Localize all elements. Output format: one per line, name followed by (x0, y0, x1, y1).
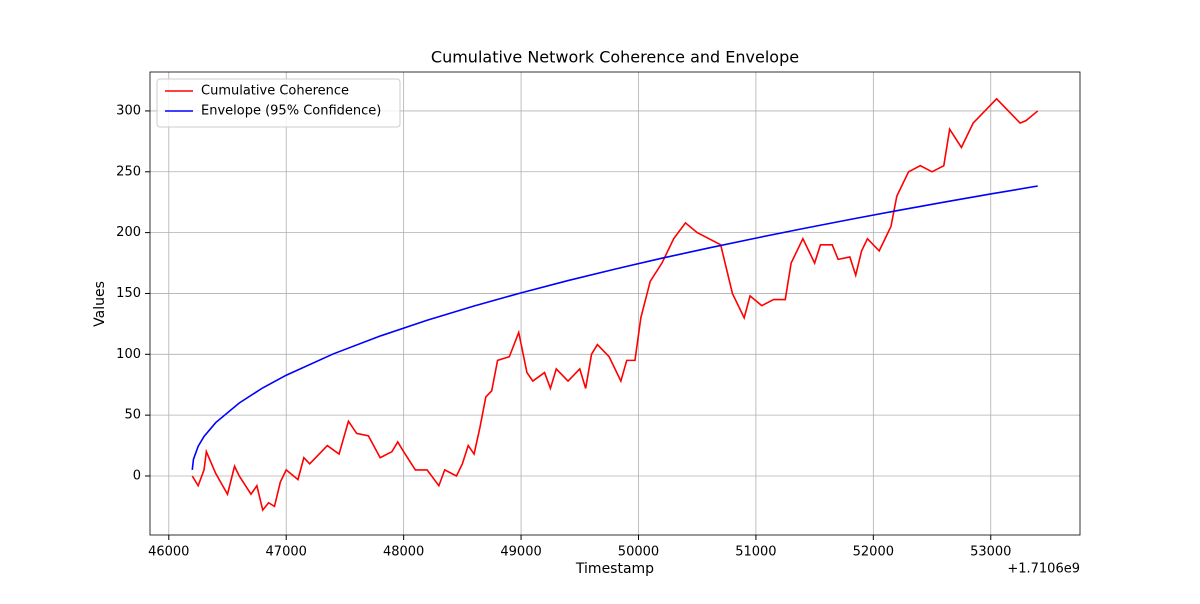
x-axis-label: Timestamp (575, 561, 654, 577)
y-tick-label: 100 (116, 347, 141, 362)
y-tick-label: 0 (133, 468, 141, 483)
axes-frame (149, 71, 1081, 536)
legend-label: Cumulative Coherence (201, 84, 349, 99)
x-tick-label: 46000 (148, 545, 189, 560)
line (191, 97, 1039, 512)
x-tick-label: 48000 (383, 545, 424, 560)
x-tick-label: 53000 (970, 545, 1011, 560)
x-tick-label: 49000 (500, 545, 541, 560)
x-tick-label: 50000 (618, 545, 659, 560)
x-tick-label: 51000 (735, 545, 776, 560)
y-tick-label: 200 (116, 225, 141, 240)
line (191, 185, 1038, 470)
legend-box (156, 78, 401, 128)
legend-label: Envelope (95% Confidence) (201, 104, 381, 119)
y-tick-label: 300 (116, 103, 141, 118)
y-tick-label: 150 (116, 286, 141, 301)
x-tick-label: 52000 (853, 545, 894, 560)
y-tick-label: 50 (124, 408, 141, 423)
y-axis-label: Values (92, 281, 108, 327)
y-tick-label: 250 (116, 164, 141, 179)
x-tick-label: 47000 (266, 545, 307, 560)
chart-title: Cumulative Network Coherence and Envelop… (431, 48, 799, 67)
x-offset-label: +1.7106e9 (1007, 562, 1080, 577)
